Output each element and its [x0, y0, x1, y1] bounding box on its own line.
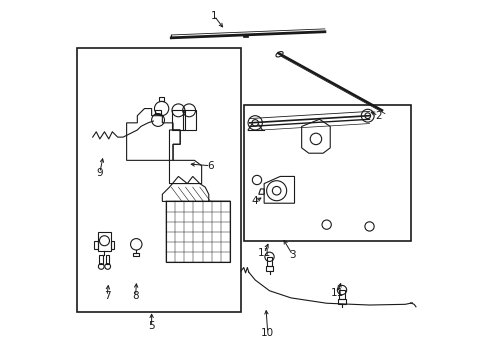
Text: 1: 1	[210, 11, 217, 21]
Bar	[172, 111, 184, 130]
Text: 4: 4	[251, 197, 258, 206]
Bar	[155, 110, 161, 113]
Text: 7: 7	[103, 291, 110, 301]
Text: 11: 11	[330, 288, 343, 297]
Bar	[265, 266, 272, 271]
Bar	[94, 242, 98, 249]
Text: 9: 9	[96, 168, 103, 178]
Bar	[99, 255, 103, 264]
Text: 10: 10	[261, 328, 274, 338]
Bar	[106, 255, 109, 264]
Text: 3: 3	[289, 250, 295, 260]
Text: 5: 5	[148, 321, 155, 332]
Bar	[339, 290, 344, 299]
Bar	[183, 111, 196, 130]
Bar	[77, 48, 241, 312]
Bar	[266, 257, 272, 266]
Text: 2: 2	[374, 111, 381, 121]
Bar	[98, 232, 111, 251]
Bar	[133, 253, 139, 256]
Text: 8: 8	[132, 291, 139, 301]
Bar	[338, 299, 345, 304]
Bar	[111, 242, 114, 249]
Text: 6: 6	[207, 161, 213, 171]
Bar	[244, 105, 410, 241]
Bar	[159, 97, 164, 102]
Text: 11: 11	[257, 248, 270, 258]
Bar	[242, 35, 247, 37]
